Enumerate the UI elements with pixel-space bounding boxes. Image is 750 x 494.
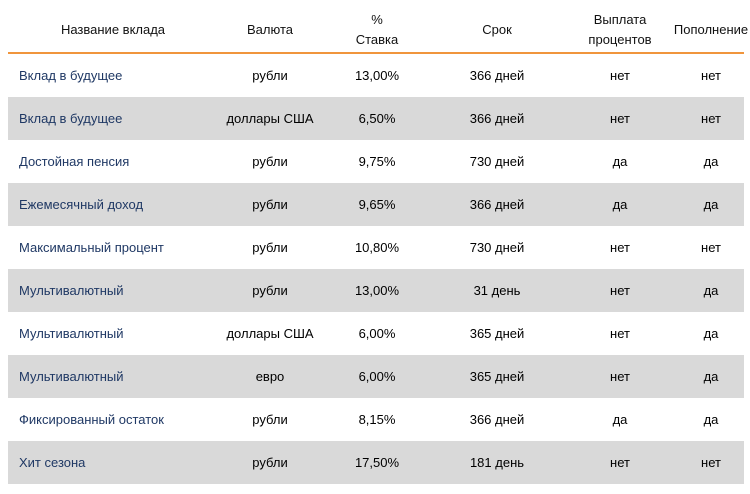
cell-name: Мультивалютный bbox=[19, 369, 124, 384]
cell-currency: доллары США bbox=[226, 326, 314, 341]
cell-rate: 8,15% bbox=[358, 412, 396, 427]
table-row: Фиксированный остаток рубли 8,15% 366 дней д… bbox=[8, 398, 744, 441]
table-header: Название вклада Валюта % Ставка Срок Вып… bbox=[8, 8, 749, 54]
cell-term: 365 дней bbox=[469, 326, 525, 341]
header-rate-symbol: % bbox=[371, 12, 383, 27]
cell-currency: рубли bbox=[252, 68, 288, 83]
cell-term: 366 дней bbox=[469, 197, 525, 212]
cell-payout: да bbox=[612, 412, 628, 427]
cell-payout: да bbox=[612, 154, 628, 169]
cell-rate: 6,50% bbox=[358, 111, 396, 126]
table-row: Максимальный процент рубли 10,80% 730 дней н… bbox=[8, 226, 744, 269]
cell-payout: нет bbox=[610, 326, 630, 341]
cell-rate: 17,50% bbox=[354, 455, 400, 470]
header-payout-line1: Выплата bbox=[593, 12, 647, 27]
cell-rate: 9,75% bbox=[358, 154, 396, 169]
cell-replenish: нет bbox=[701, 111, 721, 126]
cell-rate: 9,65% bbox=[358, 197, 396, 212]
cell-term: 181 день bbox=[469, 455, 525, 470]
cell-rate: 13,00% bbox=[354, 283, 400, 298]
cell-payout: нет bbox=[610, 240, 630, 255]
cell-replenish: да bbox=[703, 154, 719, 169]
cell-name: Вклад в будущее bbox=[19, 68, 123, 83]
table-row: Мультивалютный евро 6,00% 365 дней нет да bbox=[8, 355, 744, 398]
table-row: Хит сезона рубли 17,50% 181 день нет нет bbox=[8, 441, 744, 484]
cell-term: 366 дней bbox=[469, 412, 525, 427]
cell-payout: нет bbox=[610, 283, 630, 298]
cell-currency: рубли bbox=[252, 455, 288, 470]
cell-replenish: да bbox=[703, 326, 719, 341]
header-payout: Выплата процентов bbox=[562, 8, 678, 52]
deposits-table: Название вклада Валюта % Ставка Срок Вып… bbox=[8, 8, 749, 484]
cell-rate: 10,80% bbox=[354, 240, 400, 255]
header-currency: Валюта bbox=[247, 22, 293, 37]
table-row: Вклад в будущее доллары США 6,50% 366 дней н… bbox=[8, 97, 744, 140]
cell-term: 730 дней bbox=[469, 240, 525, 255]
cell-currency: рубли bbox=[252, 283, 288, 298]
header-payout-line2: процентов bbox=[588, 32, 652, 47]
table-row: Ежемесячный доход рубли 9,65% 366 дней да да bbox=[8, 183, 744, 226]
cell-term: 366 дней bbox=[469, 111, 525, 126]
header-rate-label: Ставка bbox=[355, 32, 399, 47]
table-row: Мультивалютный доллары США 6,00% 365 дней не… bbox=[8, 312, 744, 355]
cell-currency: доллары США bbox=[226, 111, 314, 126]
cell-currency: рубли bbox=[252, 154, 288, 169]
cell-payout: нет bbox=[610, 369, 630, 384]
cell-name: Мультивалютный bbox=[19, 283, 124, 298]
cell-currency: рубли bbox=[252, 197, 288, 212]
table-row: Достойная пенсия рубли 9,75% 730 дней да да bbox=[8, 140, 744, 183]
table-row: Вклад в будущее рубли 13,00% 366 дней нет нет bbox=[8, 54, 744, 97]
cell-rate: 6,00% bbox=[358, 326, 396, 341]
cell-name: Хит сезона bbox=[19, 455, 86, 470]
cell-replenish: нет bbox=[701, 68, 721, 83]
cell-name: Фиксированный остаток bbox=[19, 412, 164, 427]
cell-term: 365 дней bbox=[469, 369, 525, 384]
cell-replenish: нет bbox=[701, 240, 721, 255]
cell-currency: евро bbox=[255, 369, 285, 384]
cell-replenish: да bbox=[703, 283, 719, 298]
header-rate: % Ставка bbox=[322, 8, 432, 52]
cell-name: Мультивалютный bbox=[19, 326, 124, 341]
header-replenish: Пополнение bbox=[673, 22, 749, 37]
cell-payout: нет bbox=[610, 68, 630, 83]
cell-currency: рубли bbox=[252, 240, 288, 255]
table-body: Вклад в будущее рубли 13,00% 366 дней нет нет… bbox=[8, 54, 744, 484]
table-row: Мультивалютный рубли 13,00% 31 день нет да bbox=[8, 269, 744, 312]
header-name: Название вклада bbox=[60, 22, 166, 37]
cell-replenish: да bbox=[703, 412, 719, 427]
cell-term: 31 день bbox=[473, 283, 521, 298]
cell-currency: рубли bbox=[252, 412, 288, 427]
cell-name: Максимальный процент bbox=[19, 240, 164, 255]
cell-rate: 6,00% bbox=[358, 369, 396, 384]
cell-replenish: да bbox=[703, 369, 719, 384]
cell-term: 366 дней bbox=[469, 68, 525, 83]
cell-replenish: да bbox=[703, 197, 719, 212]
cell-replenish: нет bbox=[701, 455, 721, 470]
cell-name: Ежемесячный доход bbox=[19, 197, 144, 212]
cell-rate: 13,00% bbox=[354, 68, 400, 83]
cell-payout: да bbox=[612, 197, 628, 212]
cell-name: Достойная пенсия bbox=[19, 154, 130, 169]
header-term: Срок bbox=[482, 22, 512, 37]
cell-payout: нет bbox=[610, 111, 630, 126]
cell-name: Вклад в будущее bbox=[19, 111, 123, 126]
cell-term: 730 дней bbox=[469, 154, 525, 169]
cell-payout: нет bbox=[610, 455, 630, 470]
